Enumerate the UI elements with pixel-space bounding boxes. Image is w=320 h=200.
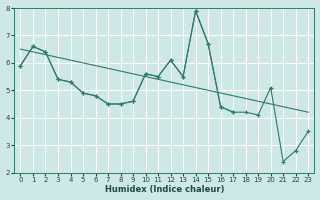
X-axis label: Humidex (Indice chaleur): Humidex (Indice chaleur) bbox=[105, 185, 224, 194]
